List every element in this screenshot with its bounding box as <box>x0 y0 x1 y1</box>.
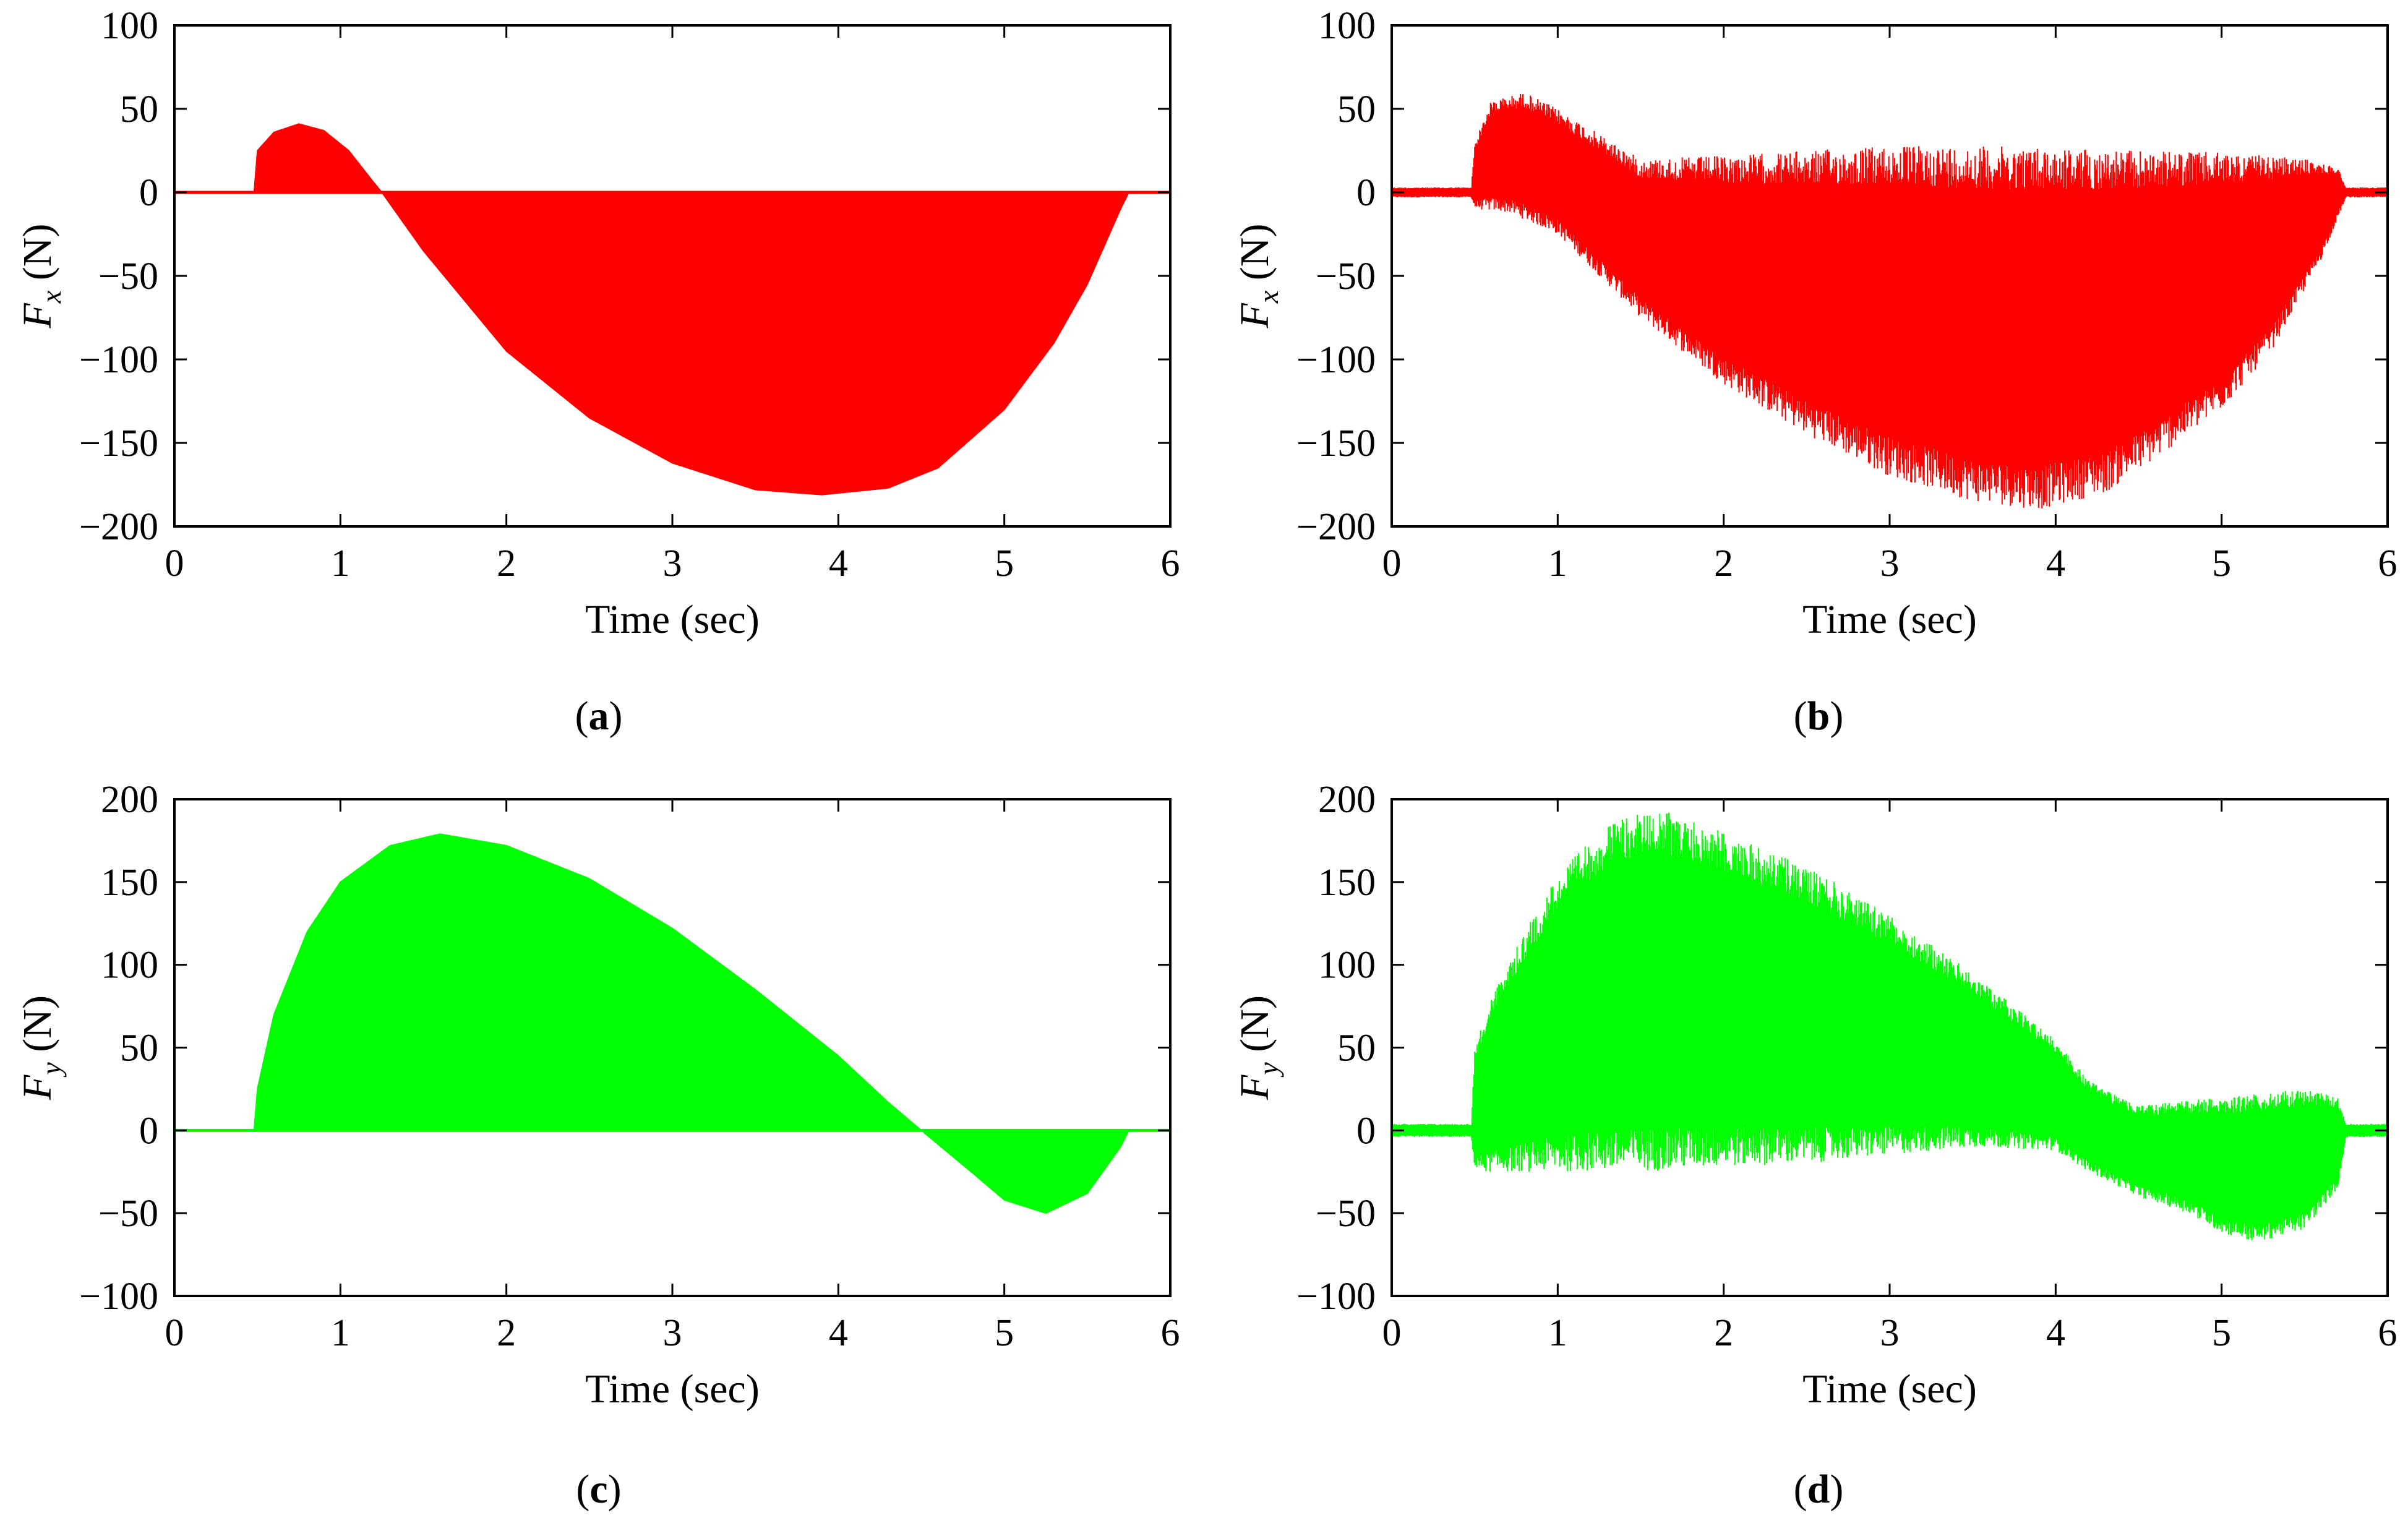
y-tick-label-b-2: 0 <box>1356 172 1376 214</box>
chart-panel-d: 0 1 2 3 4 5 6 200 150 100 50 0 −50 −100 Time (sec) Fy (… <box>1232 779 2397 1412</box>
y-tick-label-d-4: 0 <box>1356 1110 1376 1152</box>
series-area-c <box>174 833 1171 1214</box>
x-axis-label-d: Time (sec) <box>1802 1366 1977 1412</box>
y-tick-label-a-4: −100 <box>79 339 158 381</box>
x-axis-label-b: Time (sec) <box>1802 597 1977 642</box>
y-tick-label-b-3: −50 <box>1316 255 1376 298</box>
x-tick-label-d-4: 4 <box>2046 1312 2065 1354</box>
x-tick-label-c-3: 3 <box>663 1312 682 1354</box>
x-tick-label-c-4: 4 <box>829 1312 848 1354</box>
x-tick-label-a-3: 3 <box>663 543 682 585</box>
y-tick-label-c-5: −50 <box>98 1193 158 1235</box>
y-axis-label-a: Fx (N) <box>15 224 67 329</box>
x-tick-label-c-0: 0 <box>165 1312 184 1354</box>
chart-panel-b: 0 1 2 3 4 5 6 100 50 0 −50 −100 −150 −200 Time (sec) Fx… <box>1232 5 2397 642</box>
y-tick-label-c-0: 200 <box>101 779 158 821</box>
x-tick-label-a-4: 4 <box>829 543 848 585</box>
y-axis-label-c: Fy (N) <box>15 995 67 1100</box>
x-tick-label-d-5: 5 <box>2212 1312 2231 1354</box>
series-line-b <box>1391 93 2388 508</box>
x-tick-label-d-3: 3 <box>1880 1312 1900 1354</box>
y-tick-label-c-1: 150 <box>101 862 158 904</box>
x-tick-label-a-5: 5 <box>995 543 1014 585</box>
series-area-a <box>174 123 1170 496</box>
x-tick-label-a-2: 2 <box>497 543 516 585</box>
x-tick-label-b-1: 1 <box>1548 543 1567 585</box>
caption-a: (a) <box>575 693 623 739</box>
x-tick-label-d-6: 6 <box>2378 1312 2397 1354</box>
x-tick-label-c-6: 6 <box>1161 1312 1180 1354</box>
y-tick-label-c-6: −100 <box>79 1276 158 1318</box>
x-tick-label-b-4: 4 <box>2046 543 2065 585</box>
y-tick-label-b-1: 50 <box>1337 88 1376 131</box>
y-axis-label-d: Fy (N) <box>1232 995 1284 1100</box>
x-tick-label-b-0: 0 <box>1382 543 1402 585</box>
y-tick-label-a-0: 100 <box>101 5 158 47</box>
y-tick-label-a-2: 0 <box>139 172 158 214</box>
x-tick-label-c-5: 5 <box>995 1312 1014 1354</box>
x-tick-label-c-2: 2 <box>497 1312 516 1354</box>
y-tick-label-d-6: −100 <box>1296 1276 1376 1318</box>
y-tick-label-c-4: 0 <box>139 1110 158 1152</box>
x-tick-label-b-6: 6 <box>2378 543 2397 585</box>
y-tick-label-d-3: 50 <box>1337 1027 1376 1070</box>
x-tick-label-a-6: 6 <box>1161 543 1180 585</box>
x-tick-label-c-1: 1 <box>331 1312 350 1354</box>
y-tick-label-a-6: −200 <box>79 506 158 548</box>
x-tick-label-b-2: 2 <box>1714 543 1733 585</box>
chart-panel-a: 0 1 2 3 4 5 6 100 50 0 −50 −100 −150 −200 Time (sec) Fx… <box>15 5 1180 642</box>
x-tick-label-a-1: 1 <box>331 543 350 585</box>
y-tick-label-b-6: −200 <box>1296 506 1376 548</box>
x-tick-label-d-0: 0 <box>1382 1312 1402 1354</box>
caption-c: (c) <box>576 1467 622 1512</box>
x-tick-label-b-5: 5 <box>2212 543 2231 585</box>
x-tick-label-d-1: 1 <box>1548 1312 1567 1354</box>
x-tick-label-d-2: 2 <box>1714 1312 1733 1354</box>
y-tick-label-b-4: −100 <box>1296 339 1376 381</box>
y-tick-label-a-3: −50 <box>98 255 158 298</box>
y-tick-label-d-0: 200 <box>1318 779 1376 821</box>
y-tick-label-d-1: 150 <box>1318 862 1376 904</box>
y-tick-label-c-2: 100 <box>101 945 158 987</box>
y-tick-label-a-5: −150 <box>79 423 158 465</box>
y-tick-label-b-0: 100 <box>1318 5 1376 47</box>
y-tick-label-a-1: 50 <box>120 88 158 131</box>
series-line-d <box>1391 812 2388 1241</box>
y-axis-label-b: Fx (N) <box>1232 224 1284 329</box>
x-axis-label-c: Time (sec) <box>585 1366 760 1412</box>
y-tick-label-d-5: −50 <box>1316 1193 1376 1235</box>
chart-panel-c: 0 1 2 3 4 5 6 200 150 100 50 0 −50 −100 Time (sec) Fy (… <box>15 779 1180 1412</box>
x-axis-label-a: Time (sec) <box>585 597 760 642</box>
caption-b: (b) <box>1793 693 1844 739</box>
y-tick-label-c-3: 50 <box>120 1027 158 1070</box>
caption-d: (d) <box>1793 1467 1844 1512</box>
x-tick-label-b-3: 3 <box>1880 543 1900 585</box>
y-tick-label-d-2: 100 <box>1318 945 1376 987</box>
y-tick-label-b-5: −150 <box>1296 423 1376 465</box>
x-tick-label-a-0: 0 <box>165 543 184 585</box>
